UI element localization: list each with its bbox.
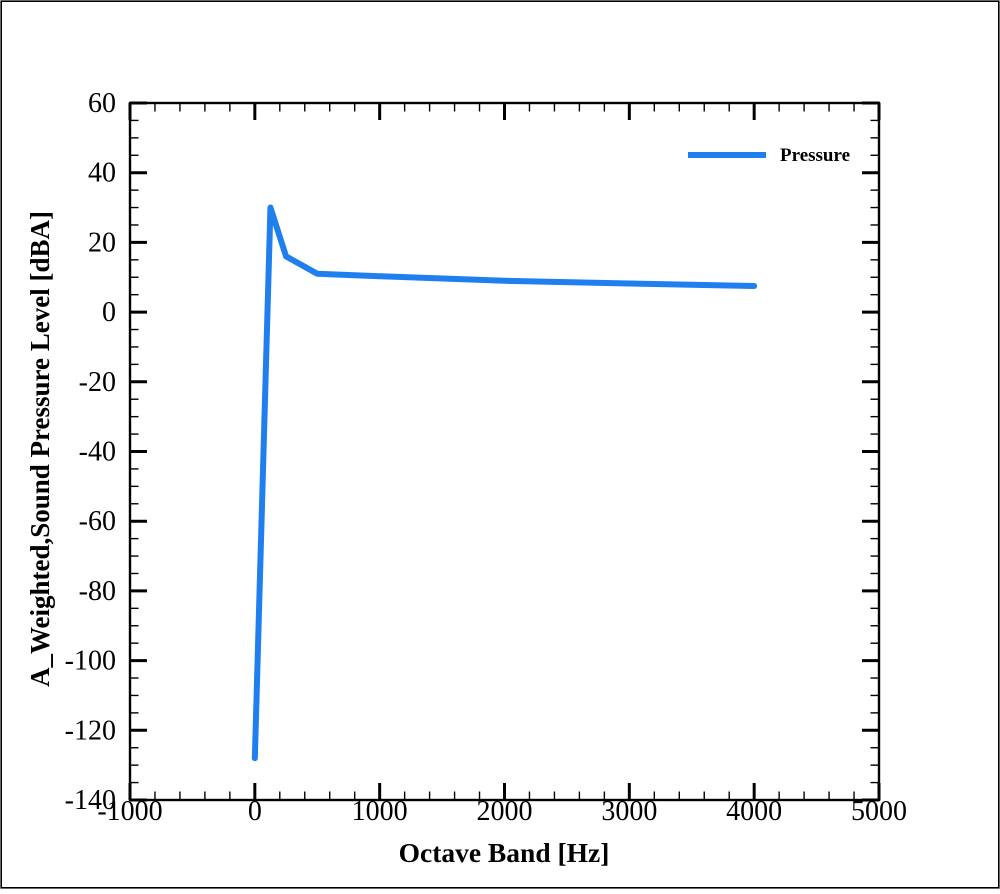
svg-text:-80: -80 [79,576,116,607]
svg-text:-60: -60 [79,506,116,537]
svg-text:Octave Band [Hz]: Octave Band [Hz] [399,837,610,868]
svg-text:20: 20 [88,227,116,258]
svg-text:A_Weighted,Sound Pressure Leve: A_Weighted,Sound Pressure Level [dBA] [25,211,55,687]
svg-text:-120: -120 [65,715,116,746]
svg-text:40: 40 [88,158,116,189]
svg-text:Pressure: Pressure [780,145,850,166]
svg-text:-100: -100 [65,646,116,677]
svg-text:0: 0 [102,297,116,328]
svg-text:-20: -20 [79,367,116,398]
svg-text:-140: -140 [65,785,116,816]
svg-text:60: 60 [88,88,116,119]
svg-text:-40: -40 [79,437,116,468]
